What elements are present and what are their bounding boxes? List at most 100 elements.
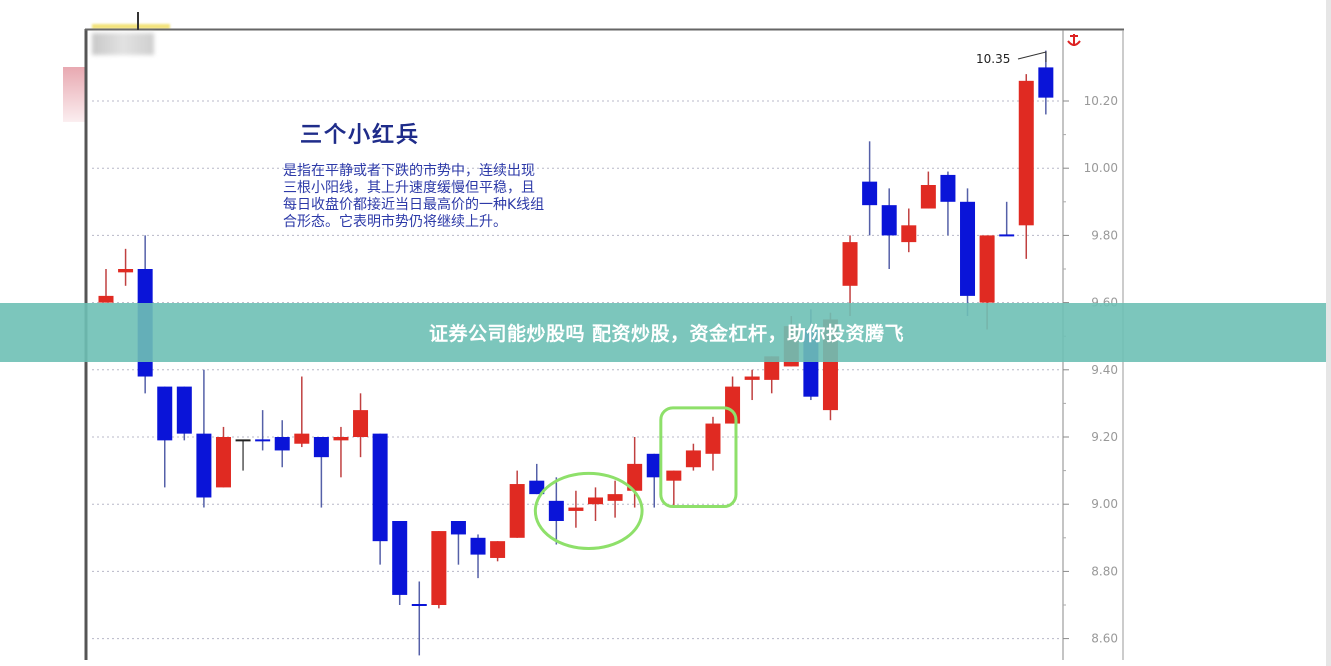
candle-body: [235, 439, 251, 442]
candle: [1018, 74, 1034, 259]
banner-text: 证券公司能炒股吗 配资炒股，资金杠杆，助你投资腾飞: [428, 323, 905, 345]
candle-body: [431, 531, 447, 605]
candle: [666, 470, 682, 508]
y-tick-label: 8.80: [1091, 564, 1118, 578]
candle-body: [607, 494, 623, 501]
candle: [470, 534, 486, 579]
candle-body: [705, 423, 721, 454]
chart-title: 三个小红兵: [300, 122, 421, 148]
candle: [764, 356, 780, 394]
candle: [255, 410, 271, 451]
high-pointer-line: [1017, 51, 1047, 62]
candle: [118, 248, 134, 286]
candle: [548, 477, 564, 545]
candle: [529, 463, 545, 495]
y-tick-label: 9.80: [1091, 228, 1118, 242]
candle-body: [940, 174, 956, 202]
y-tick-label: 9.20: [1091, 430, 1118, 444]
high-annotation: 10.35: [976, 51, 1047, 66]
candle-body: [353, 410, 369, 437]
candle: [920, 171, 936, 209]
candle-body: [157, 386, 173, 441]
candle-body: [901, 225, 917, 243]
grid-lines: [92, 100, 1062, 640]
candle-body: [1038, 67, 1054, 98]
candle-body: [333, 437, 349, 441]
candle: [196, 369, 212, 508]
candle-body: [588, 497, 603, 505]
candle-body: [470, 537, 486, 555]
candle-body: [98, 295, 114, 303]
candle: [940, 171, 956, 236]
candle-body: [196, 433, 212, 498]
candle: [157, 386, 173, 488]
scrollbar[interactable]: [1326, 0, 1331, 666]
candle-body: [862, 181, 878, 206]
candle: [313, 437, 329, 508]
candle: [274, 420, 290, 468]
candle-body: [999, 234, 1015, 237]
candle-body: [392, 521, 408, 595]
high-price-label: 10.35: [976, 52, 1010, 66]
blurred-label: [92, 33, 154, 55]
highlight-ellipse: [533, 471, 644, 551]
candle-body: [294, 433, 310, 444]
candle-body: [529, 480, 545, 495]
candle-body: [255, 439, 271, 442]
candle: [450, 521, 466, 565]
candle: [176, 386, 192, 441]
candle: [294, 376, 310, 448]
description-line: 每日收盘价都接近当日最高价的一种K线组: [283, 197, 545, 213]
candle: [881, 188, 897, 269]
candle: [862, 141, 878, 236]
y-tick-label: 10.00: [1084, 161, 1118, 175]
candle-body: [960, 201, 976, 296]
candle-body: [215, 437, 231, 488]
chart-description: 是指在平静或者下跌的市势中，连续出现 三根小阳线，其上升速度缓慢但平稳，且 每日…: [283, 163, 643, 231]
candle-body: [979, 235, 995, 303]
candle-body: [176, 386, 192, 434]
candle-body: [920, 185, 936, 209]
candle-body: [490, 541, 506, 558]
candle-body: [685, 450, 701, 468]
candle: [607, 480, 623, 518]
decorative-highlight: [92, 24, 170, 29]
y-tick-label: 10.20: [1084, 94, 1118, 108]
candle: [744, 369, 760, 401]
candle-body: [450, 521, 466, 535]
anchor-icon: [1067, 34, 1081, 46]
candle: [627, 437, 643, 508]
candle: [646, 453, 662, 508]
candle: [215, 426, 231, 488]
candle: [901, 208, 917, 253]
highlights: [533, 406, 738, 551]
y-tick-label: 8.60: [1091, 632, 1118, 646]
candle-body: [881, 205, 897, 236]
candle-body: [509, 484, 525, 538]
candle-body: [548, 500, 564, 521]
candle-body: [842, 242, 858, 286]
candle: [98, 269, 114, 303]
candle-body: [313, 437, 329, 458]
candle: [705, 416, 721, 471]
decorative-tab: [63, 67, 85, 122]
candle: [960, 188, 976, 317]
promo-banner[interactable]: 证券公司能炒股吗 配资炒股，资金杠杆，助你投资腾飞: [0, 303, 1331, 362]
description-line: 是指在平静或者下跌的市势中，连续出现: [283, 163, 535, 179]
y-tick-label: 9.40: [1091, 363, 1118, 377]
candle-body: [118, 269, 134, 273]
candle: [842, 235, 858, 317]
candle: [568, 490, 584, 528]
candle-body: [764, 356, 780, 380]
candle-body: [666, 470, 682, 481]
candle: [235, 439, 251, 471]
candle: [431, 531, 447, 609]
candle: [333, 426, 349, 478]
candle-body: [274, 437, 290, 451]
candle-body: [372, 433, 388, 542]
candle: [411, 581, 427, 656]
candle: [392, 521, 408, 605]
description-line: 合形态。它表明市势仍将继续上升。: [283, 214, 507, 230]
candle-body: [744, 376, 760, 380]
candle-body: [646, 453, 662, 478]
